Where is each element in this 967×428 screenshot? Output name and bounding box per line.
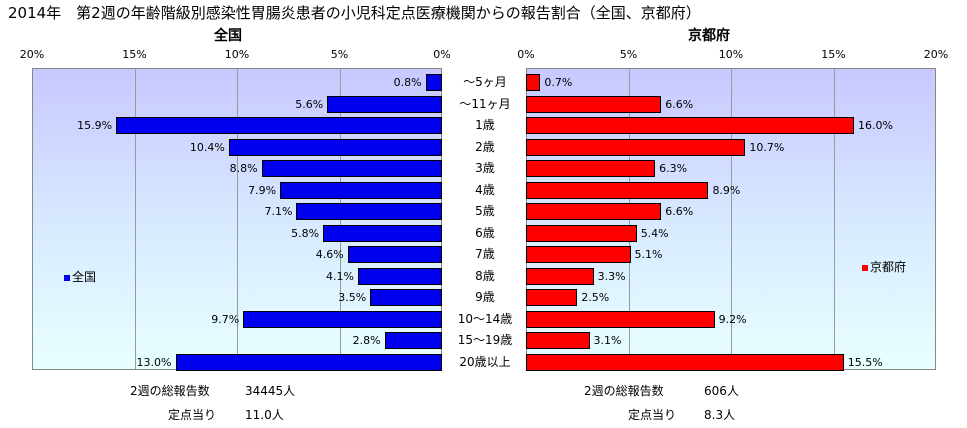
national-bar [261, 160, 442, 177]
national-per-value: 11.0人 [245, 408, 284, 422]
category-label: 10～14歳 [457, 311, 513, 326]
national-bar [425, 74, 442, 91]
national-bar [357, 267, 442, 285]
national-data-label: 3.5% [338, 291, 367, 304]
national-data-label: 15.9% [77, 119, 113, 132]
kyoto-bar [526, 181, 709, 199]
kyoto-bar [526, 117, 854, 134]
kyoto-data-label: 10.7% [749, 140, 785, 154]
x-tick-label: 10% [718, 48, 744, 61]
national-data-label: 9.7% [211, 312, 240, 326]
national-total-label: 2週の総報告数 [130, 384, 210, 398]
kyoto-panel-title: 京都府 [688, 28, 730, 44]
x-tick-label: 0% [517, 48, 535, 61]
x-tick-label: 15% [122, 48, 147, 61]
national-bar [384, 332, 442, 349]
legend-swatch-icon [862, 264, 868, 271]
kyoto-bar [526, 74, 541, 91]
gridline [237, 69, 238, 369]
category-label: 20歳以上 [459, 354, 511, 369]
kyoto-data-label: 15.5% [847, 355, 883, 369]
kyoto-data-label: 16.0% [858, 119, 893, 132]
kyoto-data-label: 6.6% [665, 205, 694, 218]
x-tick-label: 20% [19, 48, 45, 61]
kyoto-bar [526, 203, 662, 220]
kyoto-bar [526, 95, 662, 113]
category-label: 9歳 [475, 290, 495, 304]
kyoto-data-label: 3.3% [597, 269, 626, 283]
national-bar [280, 181, 442, 199]
gridline [731, 69, 732, 369]
national-total-value: 34445人 [245, 384, 296, 398]
kyoto-data-label: 9.2% [718, 312, 747, 326]
category-label: ～5ヶ月 [463, 75, 507, 89]
kyoto-data-label: 0.7% [544, 76, 573, 89]
x-tick-label: 0% [433, 48, 451, 61]
category-label: 4歳 [475, 182, 495, 197]
national-bar [296, 203, 442, 220]
national-panel-title: 全国 [214, 28, 242, 44]
national-data-label: 8.8% [229, 162, 258, 175]
national-bar [243, 310, 442, 328]
kyoto-bar [526, 160, 656, 177]
kyoto-data-label: 2.5% [581, 291, 610, 304]
kyoto-data-label: 5.4% [640, 226, 669, 240]
category-label: ～11ヶ月 [459, 96, 511, 111]
kyoto-data-label: 6.6% [665, 97, 694, 111]
national-bar [323, 224, 442, 242]
kyoto-total-value: 606人 [704, 384, 739, 398]
legend-national: 全国 [64, 268, 96, 285]
legend-kyoto: 京都府 [862, 258, 906, 275]
category-label: 3歳 [475, 161, 495, 175]
legend-swatch-icon [64, 274, 70, 281]
gridline [833, 69, 835, 369]
kyoto-bar [526, 267, 594, 285]
kyoto-data-label: 5.1% [634, 248, 663, 261]
kyoto-bar [526, 332, 590, 349]
kyoto-bar [526, 246, 631, 263]
category-label: 1歳 [475, 118, 495, 132]
x-tick-label: 5% [330, 48, 349, 61]
national-bar [370, 289, 442, 306]
category-label: 5歳 [475, 204, 495, 218]
national-per-label: 定点当り [168, 408, 217, 422]
kyoto-bar [526, 138, 746, 156]
x-tick-label: 5% [619, 48, 638, 61]
national-data-label: 7.1% [264, 205, 293, 218]
x-tick-label: 15% [821, 48, 846, 61]
national-data-label: 10.4% [189, 140, 225, 154]
kyoto-per-value: 8.3人 [704, 408, 736, 422]
national-data-label: 5.6% [295, 97, 324, 111]
national-bar [347, 246, 442, 263]
kyoto-bar [526, 289, 578, 306]
chart-title: 2014年 第2週の年齢階級別感染性胃腸炎患者の小児科定点医療機関からの報告割合… [8, 4, 701, 22]
kyoto-data-label: 8.9% [712, 183, 741, 197]
x-tick-label: 20% [923, 48, 949, 61]
category-label: 7歳 [475, 247, 495, 261]
category-label: 6歳 [475, 225, 495, 240]
category-label: 15～19歳 [457, 333, 513, 347]
x-tick-label: 10% [224, 48, 250, 61]
gridline [134, 69, 136, 369]
national-bar [228, 138, 442, 156]
national-data-label: 4.1% [326, 269, 354, 283]
national-data-label: 4.6% [315, 248, 344, 261]
national-data-label: 7.9% [248, 183, 277, 197]
kyoto-bar [526, 224, 637, 242]
category-label: 8歳 [475, 268, 495, 283]
kyoto-bar [526, 353, 844, 371]
national-bar [327, 95, 442, 113]
category-label: 2歳 [475, 139, 495, 154]
kyoto-data-label: 6.3% [659, 162, 688, 175]
national-bar [116, 117, 442, 134]
kyoto-total-label: 2週の総報告数 [584, 384, 664, 398]
national-data-label: 13.0% [136, 355, 172, 369]
kyoto-per-label: 定点当り [628, 408, 677, 422]
national-data-label: 2.8% [352, 334, 381, 347]
national-data-label: 0.8% [393, 76, 422, 89]
national-bar [175, 353, 442, 371]
national-data-label: 5.8% [291, 226, 320, 240]
kyoto-data-label: 3.1% [593, 334, 622, 347]
kyoto-bar [526, 310, 715, 328]
